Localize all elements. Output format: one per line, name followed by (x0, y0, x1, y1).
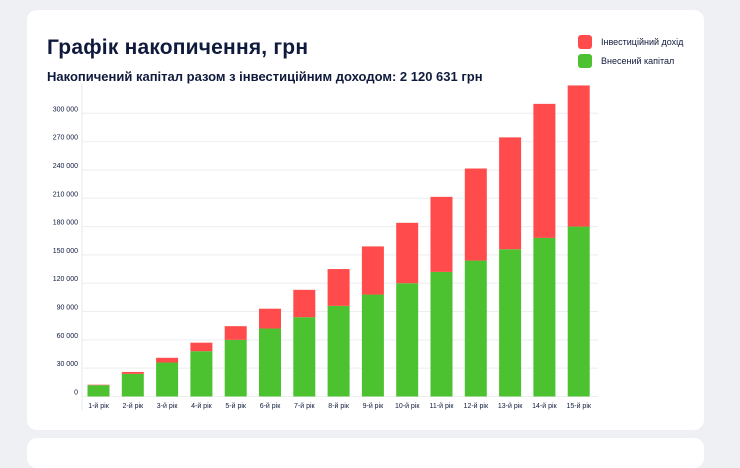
bar-income (396, 223, 418, 283)
x-tick-label: 4-й рік (191, 402, 213, 410)
bar-income (362, 246, 384, 294)
y-tick-label: 240 000 (53, 163, 78, 170)
bar-income (156, 358, 178, 363)
bar-capital (88, 385, 110, 396)
bar-capital (568, 227, 590, 397)
y-tick-label: 270 000 (53, 135, 78, 142)
bar-capital (533, 238, 555, 397)
y-tick-label: 150 000 (53, 248, 78, 255)
y-tick-label: 180 000 (53, 220, 78, 227)
y-tick-label: 60 000 (57, 333, 79, 340)
bar-income (190, 343, 212, 351)
y-tick-label: 300 000 (53, 106, 78, 113)
bar-capital (122, 374, 144, 397)
y-tick-label: 90 000 (57, 305, 79, 312)
bar-income (533, 104, 555, 238)
y-tick-label: 120 000 (53, 276, 78, 283)
x-tick-label: 11-й рік (430, 402, 455, 410)
y-tick-label: 0 (74, 390, 78, 397)
x-tick-label: 9-й рік (363, 402, 385, 410)
y-tick-label: 30 000 (57, 361, 79, 368)
bar-chart: 0 30 000 60 000 90 000 120 000 150 000 180 000… (0, 0, 740, 445)
x-tick-label: 5-й рік (225, 402, 247, 410)
bar-capital (225, 340, 247, 397)
bar-capital (156, 363, 178, 397)
x-tick-label: 1-й рік (88, 402, 110, 410)
bar-capital (293, 317, 315, 396)
bar-income (499, 137, 521, 249)
bar-income (431, 197, 453, 272)
bar-capital (259, 329, 281, 397)
x-tick-label: 8-й рік (328, 402, 350, 410)
x-tick-label: 12-й рік (464, 402, 489, 410)
bar-income (259, 309, 281, 329)
bar-capital (396, 283, 418, 396)
x-tick-label: 14-й рік (532, 402, 557, 410)
bar-income (293, 290, 315, 317)
bar-income (328, 269, 350, 306)
bar-capital (362, 295, 384, 397)
x-tick-label: 2-й рік (123, 402, 145, 410)
y-tick-label: 210 000 (53, 191, 78, 198)
x-tick-label: 3-й рік (157, 402, 179, 410)
x-tick-label: 7-й рік (294, 402, 316, 410)
x-tick-label: 13-й рік (498, 402, 523, 410)
bar-capital (499, 249, 521, 396)
bar-income (465, 169, 487, 261)
bar-capital (431, 272, 453, 397)
bar-capital (190, 351, 212, 396)
bar-income (568, 85, 590, 226)
bar-capital (328, 306, 350, 397)
bar-income (225, 326, 247, 340)
x-tick-label: 6-й рік (260, 402, 282, 410)
x-tick-label: 10-й рік (395, 402, 420, 410)
bar-income (122, 372, 144, 374)
bar-capital (465, 261, 487, 397)
x-tick-label: 15-й рік (566, 402, 591, 410)
